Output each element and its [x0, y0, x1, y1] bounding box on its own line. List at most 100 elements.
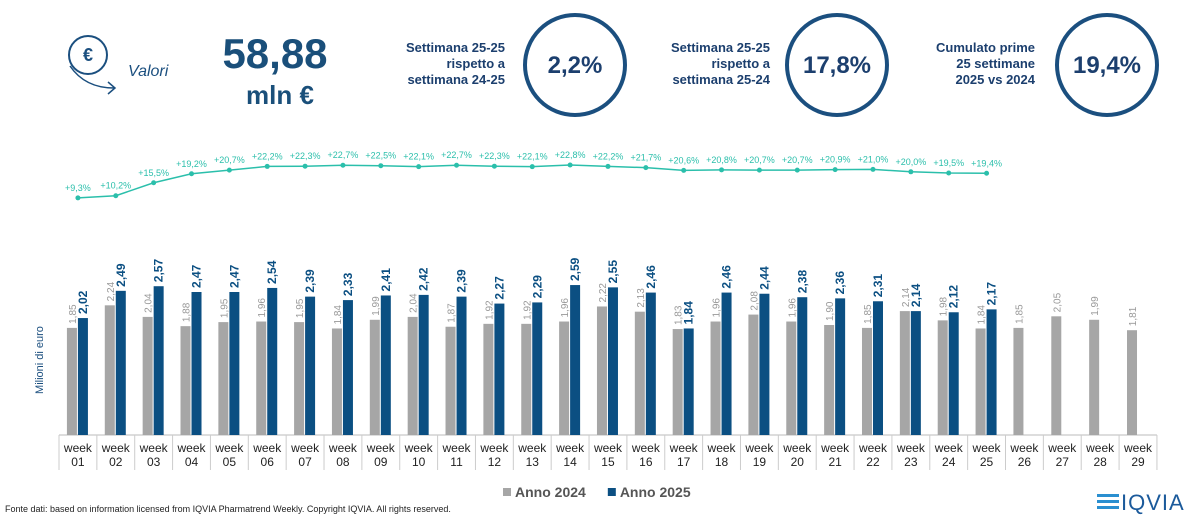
data-label: 2,39: [455, 269, 469, 293]
line-point: [719, 167, 725, 173]
x-tick-label: week 17: [669, 441, 698, 469]
x-tick-label: week 26: [1010, 441, 1039, 469]
data-label: +15,5%: [138, 168, 169, 178]
line-point: [984, 170, 990, 176]
bar: [331, 328, 342, 435]
x-tick-label: week 27: [1048, 441, 1077, 469]
line-point: [454, 162, 460, 168]
data-label: +22,2%: [252, 151, 283, 161]
data-label: +20,7%: [744, 155, 775, 165]
x-tick-label: week 20: [783, 441, 812, 469]
bar: [786, 321, 797, 435]
data-label: 1,84: [333, 305, 344, 325]
data-label: 1,85: [68, 304, 79, 324]
data-label: 1,95: [219, 298, 230, 318]
bar: [305, 296, 316, 435]
data-label: 2,55: [606, 260, 620, 284]
x-tick-label: week 01: [63, 441, 92, 469]
bar: [797, 297, 808, 435]
data-label: 2,41: [379, 268, 393, 292]
data-label: 1,84: [977, 305, 988, 325]
data-label: +22,1%: [403, 152, 434, 162]
y-axis-label: Milioni di euro: [34, 326, 46, 394]
bar: [456, 296, 467, 435]
bar: [634, 311, 645, 435]
x-tick-label: week 11: [442, 441, 471, 469]
data-label: 2,46: [720, 265, 734, 289]
logo-text: IQVIA: [1121, 490, 1185, 515]
data-label: 2,47: [227, 264, 241, 288]
x-tick-label: week 08: [328, 441, 357, 469]
line-point: [605, 163, 611, 169]
data-label: +10,2%: [100, 181, 131, 191]
line-point: [113, 193, 119, 199]
legend-label: Anno 2024: [515, 484, 586, 500]
data-label: 2,47: [190, 264, 204, 288]
bar: [294, 322, 305, 435]
bar: [180, 326, 191, 435]
bar: [77, 318, 88, 435]
data-label: 2,17: [985, 282, 999, 306]
data-label: 2,57: [152, 259, 166, 283]
data-label: 2,39: [303, 269, 317, 293]
legend-swatch: [503, 488, 511, 496]
data-label: 1,96: [787, 298, 798, 318]
line-point: [491, 163, 497, 169]
line-point: [264, 163, 270, 169]
data-label: +22,1%: [517, 152, 548, 162]
x-tick-label: week 14: [556, 441, 585, 469]
data-label: 2,54: [265, 260, 279, 284]
line-point: [151, 180, 157, 186]
line-point: [340, 162, 346, 168]
bar: [483, 323, 494, 435]
footer: Fonte dati: based on information license…: [5, 504, 451, 514]
bar: [559, 321, 570, 435]
legend-label: Anno 2025: [620, 484, 691, 500]
data-label: 2,14: [901, 287, 912, 307]
bar: [835, 298, 846, 435]
logo-stripe: [1097, 494, 1119, 497]
bar: [369, 319, 380, 435]
data-label: 2,33: [341, 272, 355, 296]
data-label: +20,7%: [214, 155, 245, 165]
bar: [910, 311, 921, 435]
bar: [142, 316, 153, 435]
line-point: [226, 167, 232, 173]
bar: [256, 321, 267, 435]
bar: [418, 294, 429, 435]
bar: [218, 322, 229, 435]
kpi-label: Settimana 25-25 rispetto a settimana 25-…: [671, 40, 770, 87]
x-tick-label: week 10: [404, 441, 433, 469]
data-label: +22,3%: [479, 151, 510, 161]
data-label: 1,96: [560, 298, 571, 318]
kpi-label: Cumulato prime 25 settimane 2025 vs 2024: [936, 40, 1035, 87]
x-tick-label: week 19: [745, 441, 774, 469]
data-label: 2,05: [1052, 292, 1063, 312]
x-tick-label: week 23: [896, 441, 925, 469]
x-tick-label: week 24: [934, 441, 963, 469]
data-label: 2,44: [757, 266, 771, 290]
data-label: 2,49: [114, 263, 128, 287]
data-label: +20,8%: [706, 155, 737, 165]
data-label: +19,4%: [971, 158, 1002, 168]
bar: [672, 329, 683, 435]
data-label: +22,2%: [593, 151, 624, 161]
data-label: 1,99: [1090, 296, 1101, 316]
line-point: [870, 166, 876, 172]
bar: [153, 286, 164, 435]
data-label: 2,12: [947, 285, 961, 309]
x-tick-label: week 07: [291, 441, 320, 469]
data-label: 2,42: [417, 267, 431, 291]
bar: [710, 321, 721, 435]
bar: [607, 287, 618, 435]
x-tick-label: week 06: [253, 441, 282, 469]
data-label: 1,85: [1014, 304, 1025, 324]
data-label: 2,36: [833, 271, 847, 295]
data-label: 1,85: [863, 304, 874, 324]
data-label: +20,9%: [820, 155, 851, 165]
arrow-icon: [69, 65, 117, 95]
bar: [104, 305, 115, 435]
bar: [872, 301, 883, 435]
line-point: [756, 167, 762, 173]
